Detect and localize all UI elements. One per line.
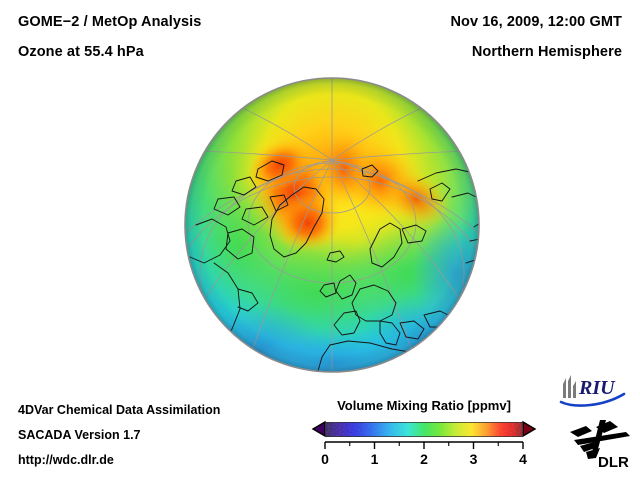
colorbar-tick-label-0: 0 <box>321 451 329 467</box>
dlr-logo: DLR <box>570 420 630 471</box>
colorbar-tick-label-2: 2 <box>420 451 428 467</box>
orthographic-projection-svg <box>184 77 480 373</box>
colorbar-svg: 0 1 2 3 4 <box>311 420 537 467</box>
page-title-line-1: GOME−2 / MetOp Analysis <box>18 14 202 30</box>
colorbar-tick-label-4: 4 <box>519 451 527 467</box>
page-title-line-2: Ozone at 55.4 hPa <box>18 44 144 60</box>
riu-skyline-icon <box>563 375 576 398</box>
version-label: SACADA Version 1.7 <box>18 428 141 442</box>
riu-logo: RIU <box>559 375 626 407</box>
dlr-bird-icon <box>570 420 630 459</box>
globe-limb-outline <box>184 77 480 373</box>
colorbar-title: Volume Mixing Ratio [ppmv] <box>337 398 511 413</box>
riu-wordmark: RIU <box>578 377 616 399</box>
timestamp-label: Nov 16, 2009, 12:00 GMT <box>450 14 622 30</box>
colorbar-tick-label-3: 3 <box>470 451 478 467</box>
colorbar-minor-ticks <box>349 442 499 446</box>
colorbar-gradient <box>324 421 524 438</box>
region-label: Northern Hemisphere <box>471 44 622 60</box>
colorbar-tick-label-1: 1 <box>371 451 379 467</box>
colorbar-extend-high-arrow <box>522 420 537 438</box>
dlr-wordmark: DLR <box>598 454 629 471</box>
colorbar-extend-low-arrow <box>311 420 326 438</box>
colorbar-major-ticks <box>324 442 524 449</box>
riu-swoosh-icon <box>559 392 626 407</box>
globe-map <box>184 77 480 373</box>
colorbar: Volume Mixing Ratio [ppmv] <box>305 398 543 468</box>
source-url-label: http://wdc.dlr.de <box>18 453 114 467</box>
method-label: 4DVar Chemical Data Assimilation <box>18 403 221 417</box>
